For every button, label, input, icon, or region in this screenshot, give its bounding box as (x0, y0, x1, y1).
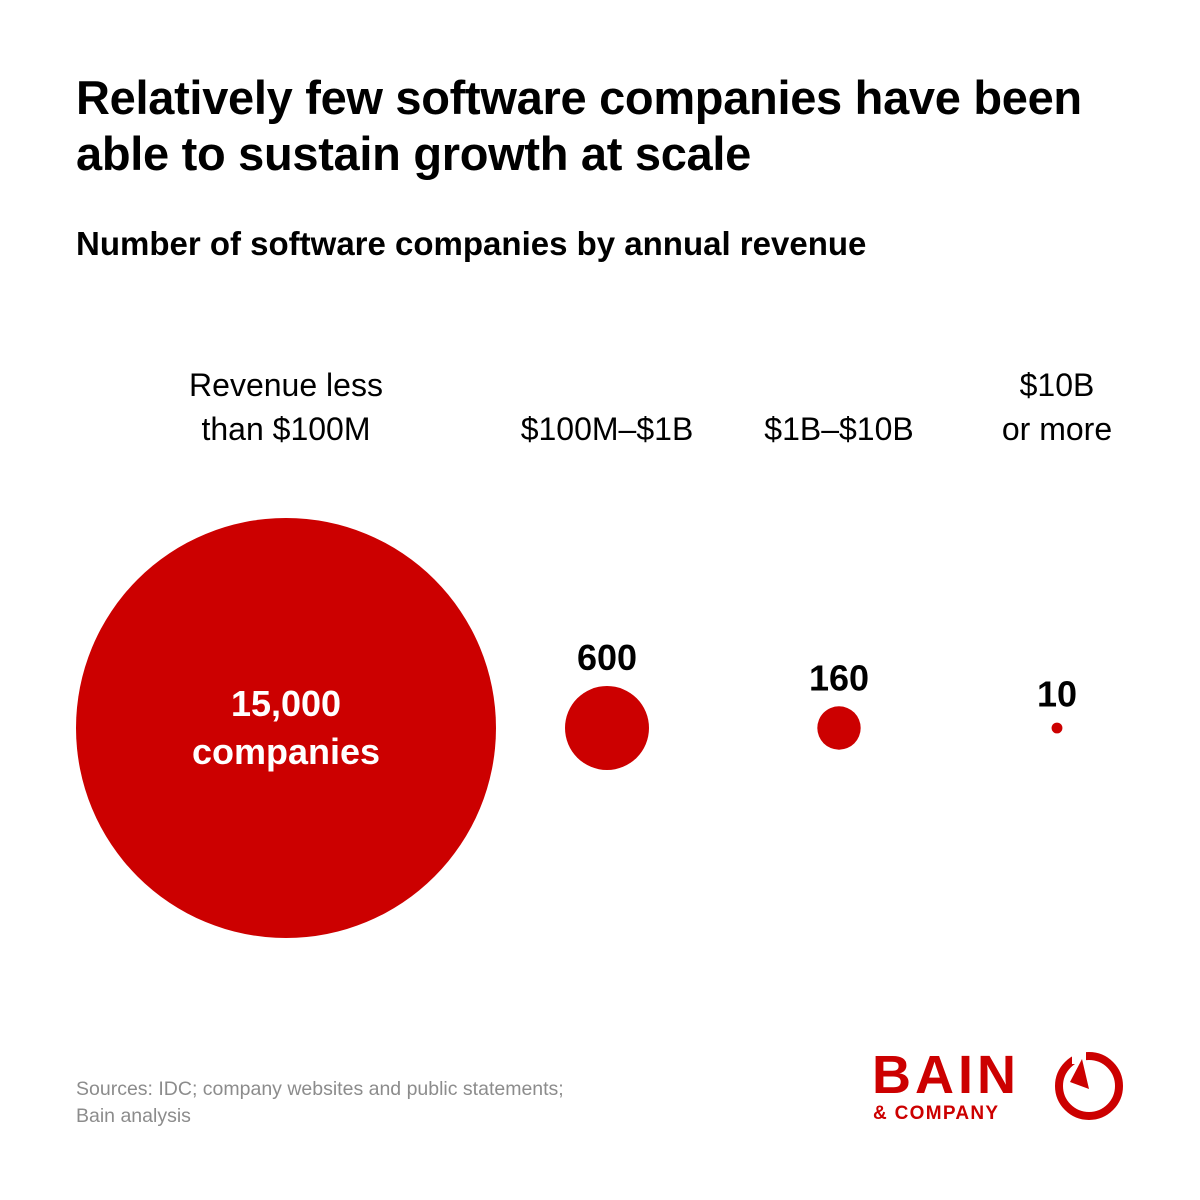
chart-subtitle: Number of software companies by annual r… (76, 225, 867, 262)
bain-compass-icon (1055, 1050, 1123, 1120)
value-label: 600 (577, 637, 637, 678)
category-label: than $100M (201, 411, 370, 447)
sources-line-2: Bain analysis (76, 1105, 191, 1127)
category-label: Revenue less (189, 367, 383, 403)
bubble (76, 518, 496, 938)
sources-note: Sources: IDC; company websites and publi… (76, 1076, 696, 1130)
bubble (1051, 722, 1063, 734)
chart-title: Relatively few software companies have b… (76, 71, 1082, 180)
value-label: 10 (1037, 674, 1077, 715)
sources-line-1: Sources: IDC; company websites and publi… (76, 1078, 564, 1100)
logo-subtitle: & COMPANY (873, 1103, 1000, 1124)
category-label: or more (1002, 411, 1112, 447)
logo-wordmark: BAIN (872, 1045, 1020, 1105)
category-label: $10B (1020, 367, 1095, 403)
bubble (817, 706, 861, 750)
value-label: 15,000 (231, 683, 341, 724)
value-label: 160 (809, 657, 869, 698)
bubble (565, 686, 649, 770)
bain-logo: BAIN & COMPANY (872, 1046, 1132, 1136)
category-label: $100M–$1B (521, 411, 694, 447)
bubble-chart: Revenue less than $100M 15,000 companies $10… (76, 367, 1112, 938)
category-label: $1B–$10B (764, 411, 913, 447)
value-label: companies (192, 731, 380, 772)
